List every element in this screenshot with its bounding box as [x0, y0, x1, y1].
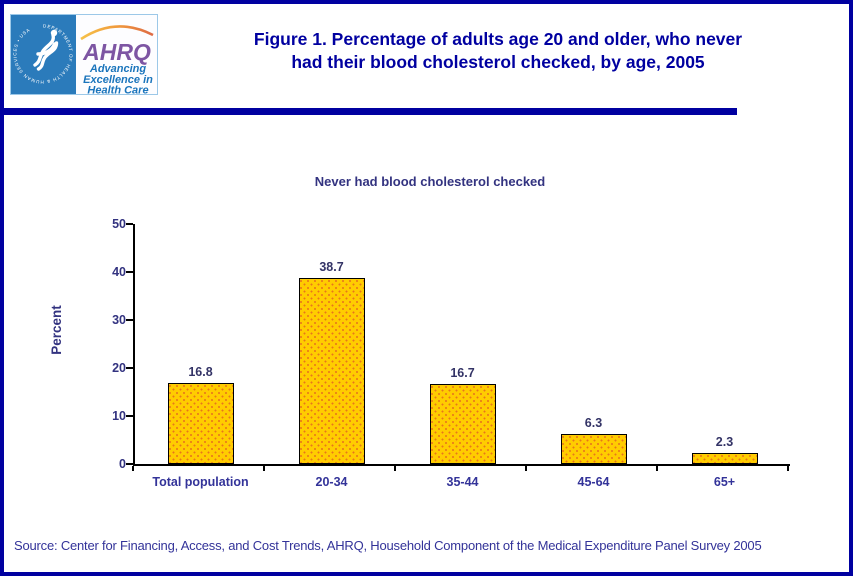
y-axis-tick-mark — [126, 367, 133, 369]
hhs-seal-icon: DEPARTMENT OF HEALTH & HUMAN SERVICES • … — [11, 15, 76, 94]
x-axis-tick-mark — [656, 466, 658, 471]
bar-20-34 — [298, 278, 365, 464]
figure-title: Figure 1. Percentage of adults age 20 an… — [164, 28, 832, 74]
y-axis-tick-mark — [126, 319, 133, 321]
x-axis-category-label: 45-64 — [577, 475, 610, 489]
x-axis-tick-mark — [787, 466, 789, 471]
y-axis-tick-label: 40 — [112, 265, 126, 279]
ahrq-tagline-line1: Advancing — [89, 63, 147, 75]
y-axis-tick-mark — [126, 271, 133, 273]
bar-total-population — [167, 383, 234, 464]
x-axis-category-label: Total population — [152, 475, 249, 489]
chart-title: Never had blood cholesterol checked — [314, 174, 546, 189]
y-axis-tick-mark — [126, 463, 133, 465]
bar-value-label: 16.8 — [188, 365, 213, 380]
bar-value-label: 6.3 — [584, 415, 603, 430]
figure-title-line1: Figure 1. Percentage of adults age 20 an… — [253, 29, 743, 49]
bar-35-44 — [429, 383, 496, 464]
hhs-eagle-head — [50, 29, 58, 37]
x-axis-category-label: 65+ — [713, 475, 736, 489]
hhs-eagle-icon — [33, 33, 59, 71]
header-divider-rule — [4, 108, 737, 115]
bar-65- — [691, 452, 758, 464]
bar-value-label: 16.7 — [450, 365, 475, 380]
y-axis-title: Percent — [49, 305, 64, 355]
y-axis-tick-label: 0 — [119, 457, 126, 471]
figure-title-line2: had their blood cholesterol checked, by … — [291, 52, 705, 72]
x-axis-category-label: 35-44 — [446, 475, 479, 489]
source-note: Source: Center for Financing, Access, an… — [14, 538, 762, 553]
x-axis-tick-mark — [263, 466, 265, 471]
ahrq-hhs-logo: DEPARTMENT OF HEALTH & HUMAN SERVICES • … — [10, 14, 158, 95]
y-axis-tick-label: 10 — [112, 409, 126, 423]
x-axis-tick-mark — [525, 466, 527, 471]
bar-value-label: 2.3 — [715, 434, 734, 449]
x-axis-category-label: 20-34 — [315, 475, 348, 489]
y-axis-tick-mark — [126, 223, 133, 225]
y-axis-tick-mark — [126, 415, 133, 417]
bar-value-label: 38.7 — [319, 260, 344, 275]
x-axis-tick-mark — [394, 466, 396, 471]
ahrq-swoosh-icon — [80, 25, 154, 41]
y-axis-tick-label: 50 — [112, 217, 126, 231]
ahrq-acronym: AHRQ — [82, 39, 151, 65]
plot-area-axes — [133, 224, 790, 466]
bar-45-64 — [560, 433, 627, 464]
y-axis-tick-label: 20 — [112, 361, 126, 375]
ahrq-logo-block: AHRQ Advancing Excellence in Health Care — [80, 25, 154, 96]
ahrq-tagline-line3: Health Care — [87, 85, 148, 96]
ahrq-tagline-line2: Excellence in — [83, 74, 153, 86]
x-axis-tick-mark — [132, 466, 134, 471]
y-axis-tick-label: 30 — [112, 313, 126, 327]
